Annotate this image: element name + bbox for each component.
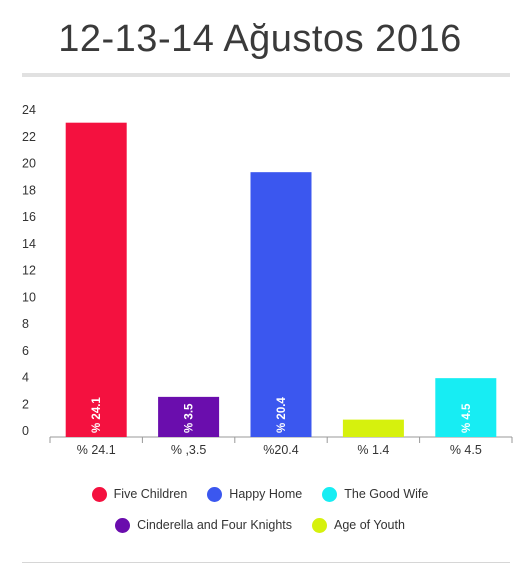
x-tick-label: % 24.1 [77, 443, 116, 457]
legend-marker [91, 486, 107, 502]
bar-data-label: % 20.4 [276, 397, 288, 433]
y-tick-label: 18 [22, 183, 36, 197]
legend-label: Five Children [113, 487, 188, 501]
legend-label: Age of Youth [334, 518, 405, 532]
legend-label: Cinderella and Four Knights [137, 518, 293, 532]
x-tick-label: % ,3.5 [171, 443, 206, 457]
y-tick-label: 24 [22, 103, 36, 117]
legend-row-1: Five Children Happy Home The Good Wife [0, 484, 520, 504]
y-tick-label: 16 [22, 210, 36, 224]
bar [158, 396, 220, 437]
legend-item-five-children: Five Children [91, 486, 188, 502]
y-tick-label: 8 [22, 317, 29, 331]
y-tick-label: 20 [22, 157, 36, 171]
legend-marker [207, 486, 223, 502]
legend-row-2: Cinderella and Four Knights Age of Youth [0, 515, 520, 535]
legend-marker [115, 517, 131, 533]
bar [65, 122, 127, 437]
y-tick-label: 10 [22, 290, 36, 304]
legend-marker [312, 517, 328, 533]
y-tick-label: 12 [22, 264, 36, 278]
y-tick-label: 2 [22, 397, 29, 411]
legend-item-cinderella: Cinderella and Four Knights [115, 517, 293, 533]
chart-title: 12-13-14 Ağustos 2016 [58, 18, 462, 60]
y-tick-label: 14 [22, 237, 36, 251]
x-tick-label: % 4.5 [450, 443, 482, 457]
bar-data-label: % 24.1 [91, 397, 103, 433]
y-tick-label: 4 [22, 371, 29, 385]
x-tick-label: %20.4 [263, 443, 298, 457]
x-tick-label: % 1.4 [357, 443, 389, 457]
legend-label: The Good Wife [344, 487, 429, 501]
legend-marker [322, 486, 338, 502]
legend-item-the-good-wife: The Good Wife [322, 486, 429, 502]
legend-item-age-of-youth: Age of Youth [312, 517, 405, 533]
y-tick-label: 6 [22, 344, 29, 358]
bar-data-label: % 4.5 [461, 403, 473, 433]
bar [435, 378, 497, 437]
bottom-divider [22, 562, 510, 563]
chart-legend: Five Children Happy Home The Good Wife C… [0, 484, 520, 546]
bar [250, 172, 312, 438]
y-tick-label: 22 [22, 130, 36, 144]
bar [342, 419, 404, 437]
y-tick-label: 0 [22, 424, 29, 438]
bar-data-label: % 3.5 [184, 403, 196, 433]
title-divider [22, 73, 510, 77]
legend-label: Happy Home [229, 487, 303, 501]
legend-item-happy-home: Happy Home [207, 486, 303, 502]
